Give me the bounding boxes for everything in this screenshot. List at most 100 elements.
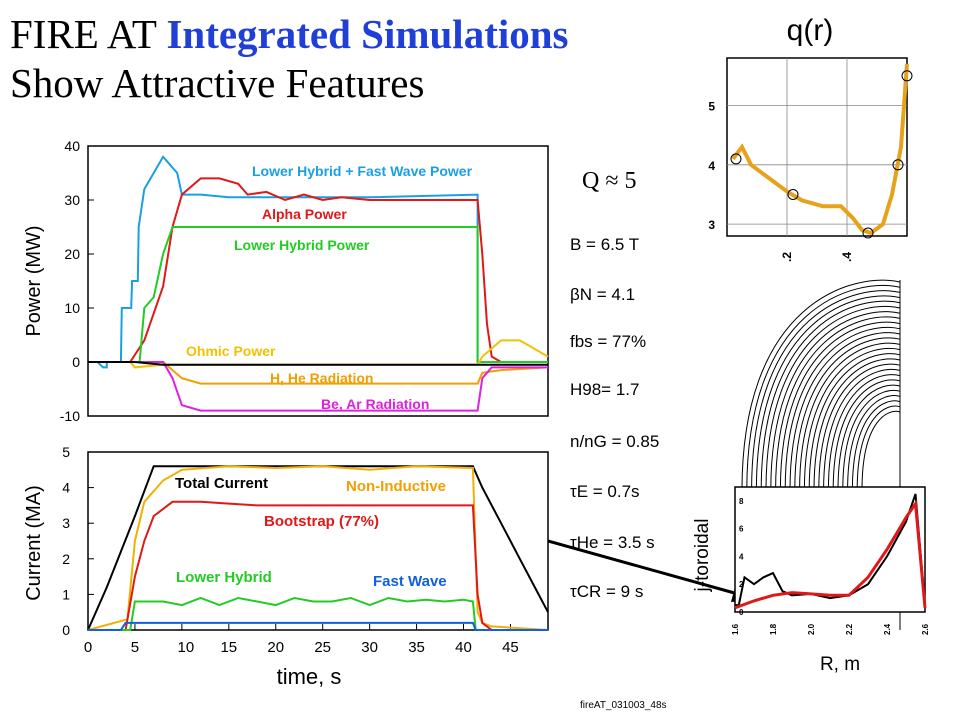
j-ytick-label: 8 [739,497,744,506]
flux-surface [770,311,901,491]
flux-surface [779,321,901,491]
current-ytick-label: 5 [62,444,70,460]
j-ytick-label: 2 [739,580,744,589]
current-series-line [88,596,548,631]
slide-title: FIRE AT Integrated Simulations Show Attr… [10,10,569,108]
j-xtick-label: 2.6 [921,623,930,635]
q-marker [787,188,799,200]
q-ytick-label: 3 [708,218,715,232]
j-ylabel: j-toroidal [692,519,713,593]
j-xtick-label: 2.0 [807,623,816,635]
flux-surface [741,279,901,491]
q-marker [901,70,913,82]
current-series-label: Lower Hybrid [176,569,272,586]
power-series-line [88,361,548,366]
current-ytick-label: 1 [62,586,70,602]
q-profile-line [731,63,909,236]
flux-surface [784,326,901,491]
flux-surface [803,347,901,491]
parameter-item: τE = 0.7s [570,482,640,501]
title-line2: Show Attractive Features [10,60,425,106]
flux-surface [794,337,901,491]
flux-surface [847,395,901,491]
current-xtick-label: 15 [220,639,237,656]
power-ytick-label: 40 [64,138,80,154]
current-xtick-label: 10 [178,639,195,656]
power-chart: 40 30 20 10 0 -10 Power (MW) Lower Hybrid + Fas… [23,138,549,424]
flux-surface [837,384,901,491]
current-ytick-label: 3 [62,515,70,531]
q-ytick-label: 5 [708,99,715,113]
parameter-item: βN = 4.1 [570,285,636,304]
j-xtick-label: 2.4 [883,623,892,635]
power-ytick-label: 0 [72,354,80,370]
current-xtick-label: 35 [408,639,425,656]
q-ytick-label: 4 [708,159,715,173]
current-series-label: Fast Wave [373,573,447,590]
parameter-item: H98= 1.7 [570,380,640,399]
title-prefix: FIRE AT [10,11,167,57]
current-xlabel: time, s [277,664,342,689]
q-profile-chart: q(r) 5 4 3 .2 .4 [708,14,913,262]
power-ytick-label: 10 [64,300,80,316]
j-xlabel: R, m [820,654,860,675]
current-xtick-label: 20 [267,639,284,656]
j-ytick-label: 0 [739,608,744,617]
power-series-line [88,177,548,363]
current-xtick-label: 40 [455,639,472,656]
current-series-label: Total Current [175,475,268,492]
flux-surface [775,316,901,491]
power-series-label: Be, Ar Radiation [321,396,429,412]
power-series-line [88,226,548,363]
flux-surface [813,358,901,491]
q-plot-frame [726,57,908,237]
power-ytick-label: -10 [60,408,80,424]
footer-id: fireAT_031003_48s [580,700,667,711]
flux-surface [856,405,901,491]
flux-surface [861,410,901,491]
flux-surface [818,363,901,491]
q-ratio-label: Q ≈ 5 [582,168,637,194]
j-xtick-label: 1.6 [731,623,740,635]
parameter-item: τCR = 9 s [570,582,644,601]
power-series-label: Ohmic Power [186,343,276,359]
parameter-item: B = 6.5 T [570,235,640,254]
flux-surface [746,284,901,491]
current-ytick-label: 0 [62,622,70,638]
flux-surface [851,400,901,491]
flux-surface [827,374,901,491]
j-series-line [734,499,927,610]
flux-surface [751,290,901,491]
current-series-line [88,500,548,631]
power-series-label: H, He Radiation [270,370,373,386]
current-xtick-label: 25 [314,639,331,656]
flux-surface [789,332,901,491]
flux-surface [832,379,901,491]
current-ytick-label: 2 [62,551,70,567]
j-toroidal-chart: 8 6 4 2 0 1.6 1.8 2.0 2.2 2.4 2.6 j-toroidal R, m [692,486,930,675]
j-xtick-label: 2.2 [845,623,854,635]
q-xtick-label: .4 [840,252,854,262]
power-ylabel: Power (MW) [23,225,45,336]
current-xtick-label: 5 [131,639,139,656]
j-ytick-label: 6 [739,525,744,534]
flux-surface [760,300,901,491]
q-marker [862,227,874,239]
current-ylabel: Current (MA) [23,485,45,601]
parameter-item: τHe = 3.5 s [570,533,655,552]
q-xtick-label: .2 [780,252,794,262]
current-ytick-label: 4 [62,480,70,496]
q-title: q(r) [787,14,834,47]
title-highlight: Integrated Simulations [166,11,569,57]
current-xtick-label: 45 [502,639,519,656]
current-xtick-label: 30 [361,639,378,656]
power-series-label: Lower Hybrid Power [234,237,370,253]
current-xtick-label: 0 [84,639,92,656]
current-series-line [87,465,549,631]
j-plot-frame [734,486,926,613]
flux-surface [755,295,901,491]
current-series-line [88,621,548,631]
j-xtick-label: 1.8 [769,623,778,635]
